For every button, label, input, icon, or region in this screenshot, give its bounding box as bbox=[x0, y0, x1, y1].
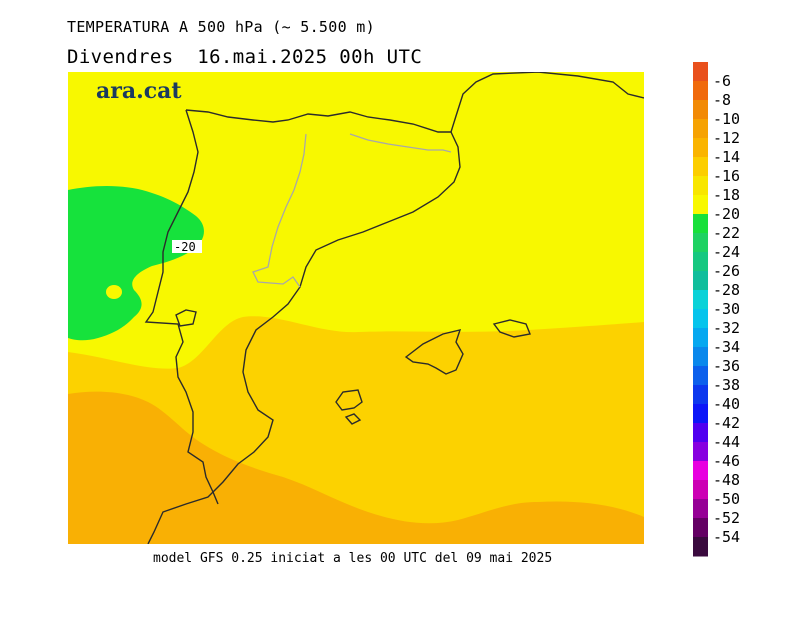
legend-label: -26 bbox=[713, 262, 740, 280]
legend-label: -10 bbox=[713, 110, 740, 128]
legend-swatch bbox=[693, 290, 708, 310]
legend-label: -28 bbox=[713, 281, 740, 299]
contour-label: -20 bbox=[174, 240, 196, 254]
legend-label: -52 bbox=[713, 509, 740, 527]
legend-swatch bbox=[693, 537, 708, 557]
legend-label: -54 bbox=[713, 528, 740, 546]
color-legend: -6-8-10-12-14-16-18-20-22-24-26-28-30-32… bbox=[693, 62, 740, 557]
legend-swatch bbox=[693, 62, 708, 82]
legend-label: -32 bbox=[713, 319, 740, 337]
legend-label: -42 bbox=[713, 414, 740, 432]
legend-swatch bbox=[693, 271, 708, 291]
legend-label: -44 bbox=[713, 433, 740, 451]
legend-label: -8 bbox=[713, 91, 731, 109]
legend-label: -18 bbox=[713, 186, 740, 204]
legend-label: -20 bbox=[713, 205, 740, 223]
legend-label: -48 bbox=[713, 471, 740, 489]
legend-swatch bbox=[693, 233, 708, 253]
legend-swatch bbox=[693, 100, 708, 120]
legend-labels: -6-8-10-12-14-16-18-20-22-24-26-28-30-32… bbox=[713, 72, 740, 546]
temperature-map: ara.cat -20 bbox=[68, 72, 644, 544]
legend-label: -36 bbox=[713, 357, 740, 375]
legend-swatch bbox=[693, 423, 708, 443]
zone-south bbox=[68, 391, 644, 544]
contour-label-bg bbox=[172, 240, 202, 253]
legend-swatch bbox=[693, 442, 708, 462]
legend-swatch bbox=[693, 195, 708, 215]
legend-label: -12 bbox=[713, 129, 740, 147]
map-title: TEMPERATURA A 500 hPa (~ 5.500 m) bbox=[67, 18, 375, 36]
borders bbox=[252, 133, 452, 288]
legend-label: -22 bbox=[713, 224, 740, 242]
legend-swatch bbox=[693, 119, 708, 139]
legend-swatch bbox=[693, 81, 708, 101]
legend-swatch bbox=[693, 157, 708, 177]
legend-swatch bbox=[693, 328, 708, 348]
legend-swatches bbox=[693, 62, 708, 557]
legend-swatch bbox=[693, 309, 708, 329]
legend-swatch bbox=[693, 385, 708, 405]
legend-label: -30 bbox=[713, 300, 740, 318]
legend-label: -14 bbox=[713, 148, 740, 166]
legend-label: -16 bbox=[713, 167, 740, 185]
legend-label: -6 bbox=[713, 72, 731, 90]
legend-label: -40 bbox=[713, 395, 740, 413]
legend-swatch bbox=[693, 499, 708, 519]
zone-warm-pocket bbox=[106, 285, 122, 299]
legend-swatch bbox=[693, 214, 708, 234]
legend-swatch bbox=[693, 138, 708, 158]
legend-label: -24 bbox=[713, 243, 740, 261]
legend-swatch bbox=[693, 461, 708, 481]
legend-swatch bbox=[693, 252, 708, 272]
legend-label: -38 bbox=[713, 376, 740, 394]
coastline bbox=[144, 72, 644, 544]
legend-label: -46 bbox=[713, 452, 740, 470]
legend-swatch bbox=[693, 347, 708, 367]
zone-cold-west bbox=[68, 186, 204, 341]
map-subtitle: Divendres 16.mai.2025 00h UTC bbox=[67, 46, 423, 68]
legend-swatch bbox=[693, 480, 708, 500]
legend-swatch bbox=[693, 176, 708, 196]
legend-swatch bbox=[693, 366, 708, 386]
legend-label: -34 bbox=[713, 338, 740, 356]
legend-swatch bbox=[693, 518, 708, 538]
ara-logo: ara.cat bbox=[96, 78, 182, 104]
model-info: model GFS 0.25 iniciat a les 00 UTC del … bbox=[153, 551, 553, 566]
legend-swatch bbox=[693, 404, 708, 424]
legend-label: -50 bbox=[713, 490, 740, 508]
